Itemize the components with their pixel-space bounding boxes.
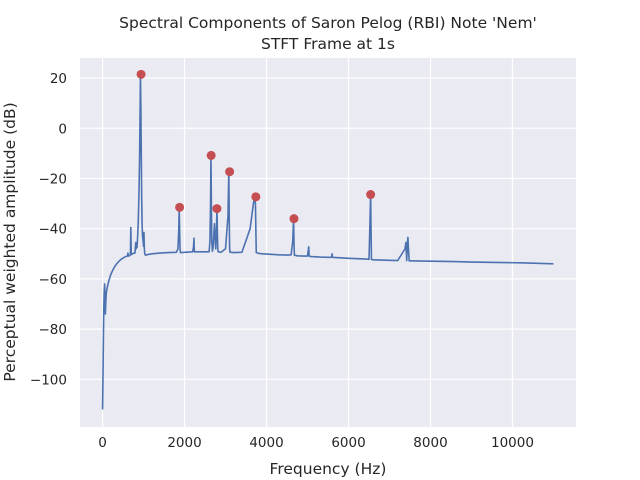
spectrum-series-line: [101, 73, 554, 410]
x-gridlines: [101, 58, 514, 427]
peak-markers: [136, 69, 376, 224]
y-tick-label: 0: [58, 121, 67, 137]
peak-marker: [225, 167, 235, 177]
x-tick-label: 0: [98, 435, 107, 451]
x-tick-label: 4000: [249, 435, 283, 451]
x-tick-label: 8000: [413, 435, 447, 451]
peak-marker: [136, 69, 146, 79]
peak-marker: [212, 204, 222, 214]
peak-marker: [289, 214, 299, 224]
x-axis-label: Frequency (Hz): [270, 460, 387, 478]
peak-marker: [206, 150, 216, 160]
chart-title-line-1: Spectral Components of Saron Pelog (RBI)…: [119, 14, 537, 32]
y-tick-label: −40: [39, 222, 68, 238]
y-axis-label: Perceptual weighted amplitude (dB): [1, 102, 19, 381]
y-tick-labels: 20 0 −20 −40 −60 −80 −100: [30, 71, 67, 388]
y-tick-label: 20: [50, 71, 67, 87]
peak-marker: [251, 192, 261, 202]
x-tick-label: 10000: [491, 435, 534, 451]
plot-area: [80, 58, 576, 427]
y-tick-label: −20: [39, 171, 68, 187]
x-tick-label: 2000: [167, 435, 201, 451]
y-tick-label: −100: [30, 372, 67, 388]
peak-marker: [175, 202, 185, 212]
y-gridlines: [80, 77, 576, 380]
y-tick-label: −80: [39, 322, 68, 338]
chart-title-line-2: STFT Frame at 1s: [261, 35, 395, 53]
x-tick-labels: 0 2000 4000 6000 8000 10000: [98, 435, 534, 451]
x-tick-label: 6000: [331, 435, 365, 451]
peak-marker: [366, 190, 376, 200]
y-tick-label: −60: [39, 272, 68, 288]
